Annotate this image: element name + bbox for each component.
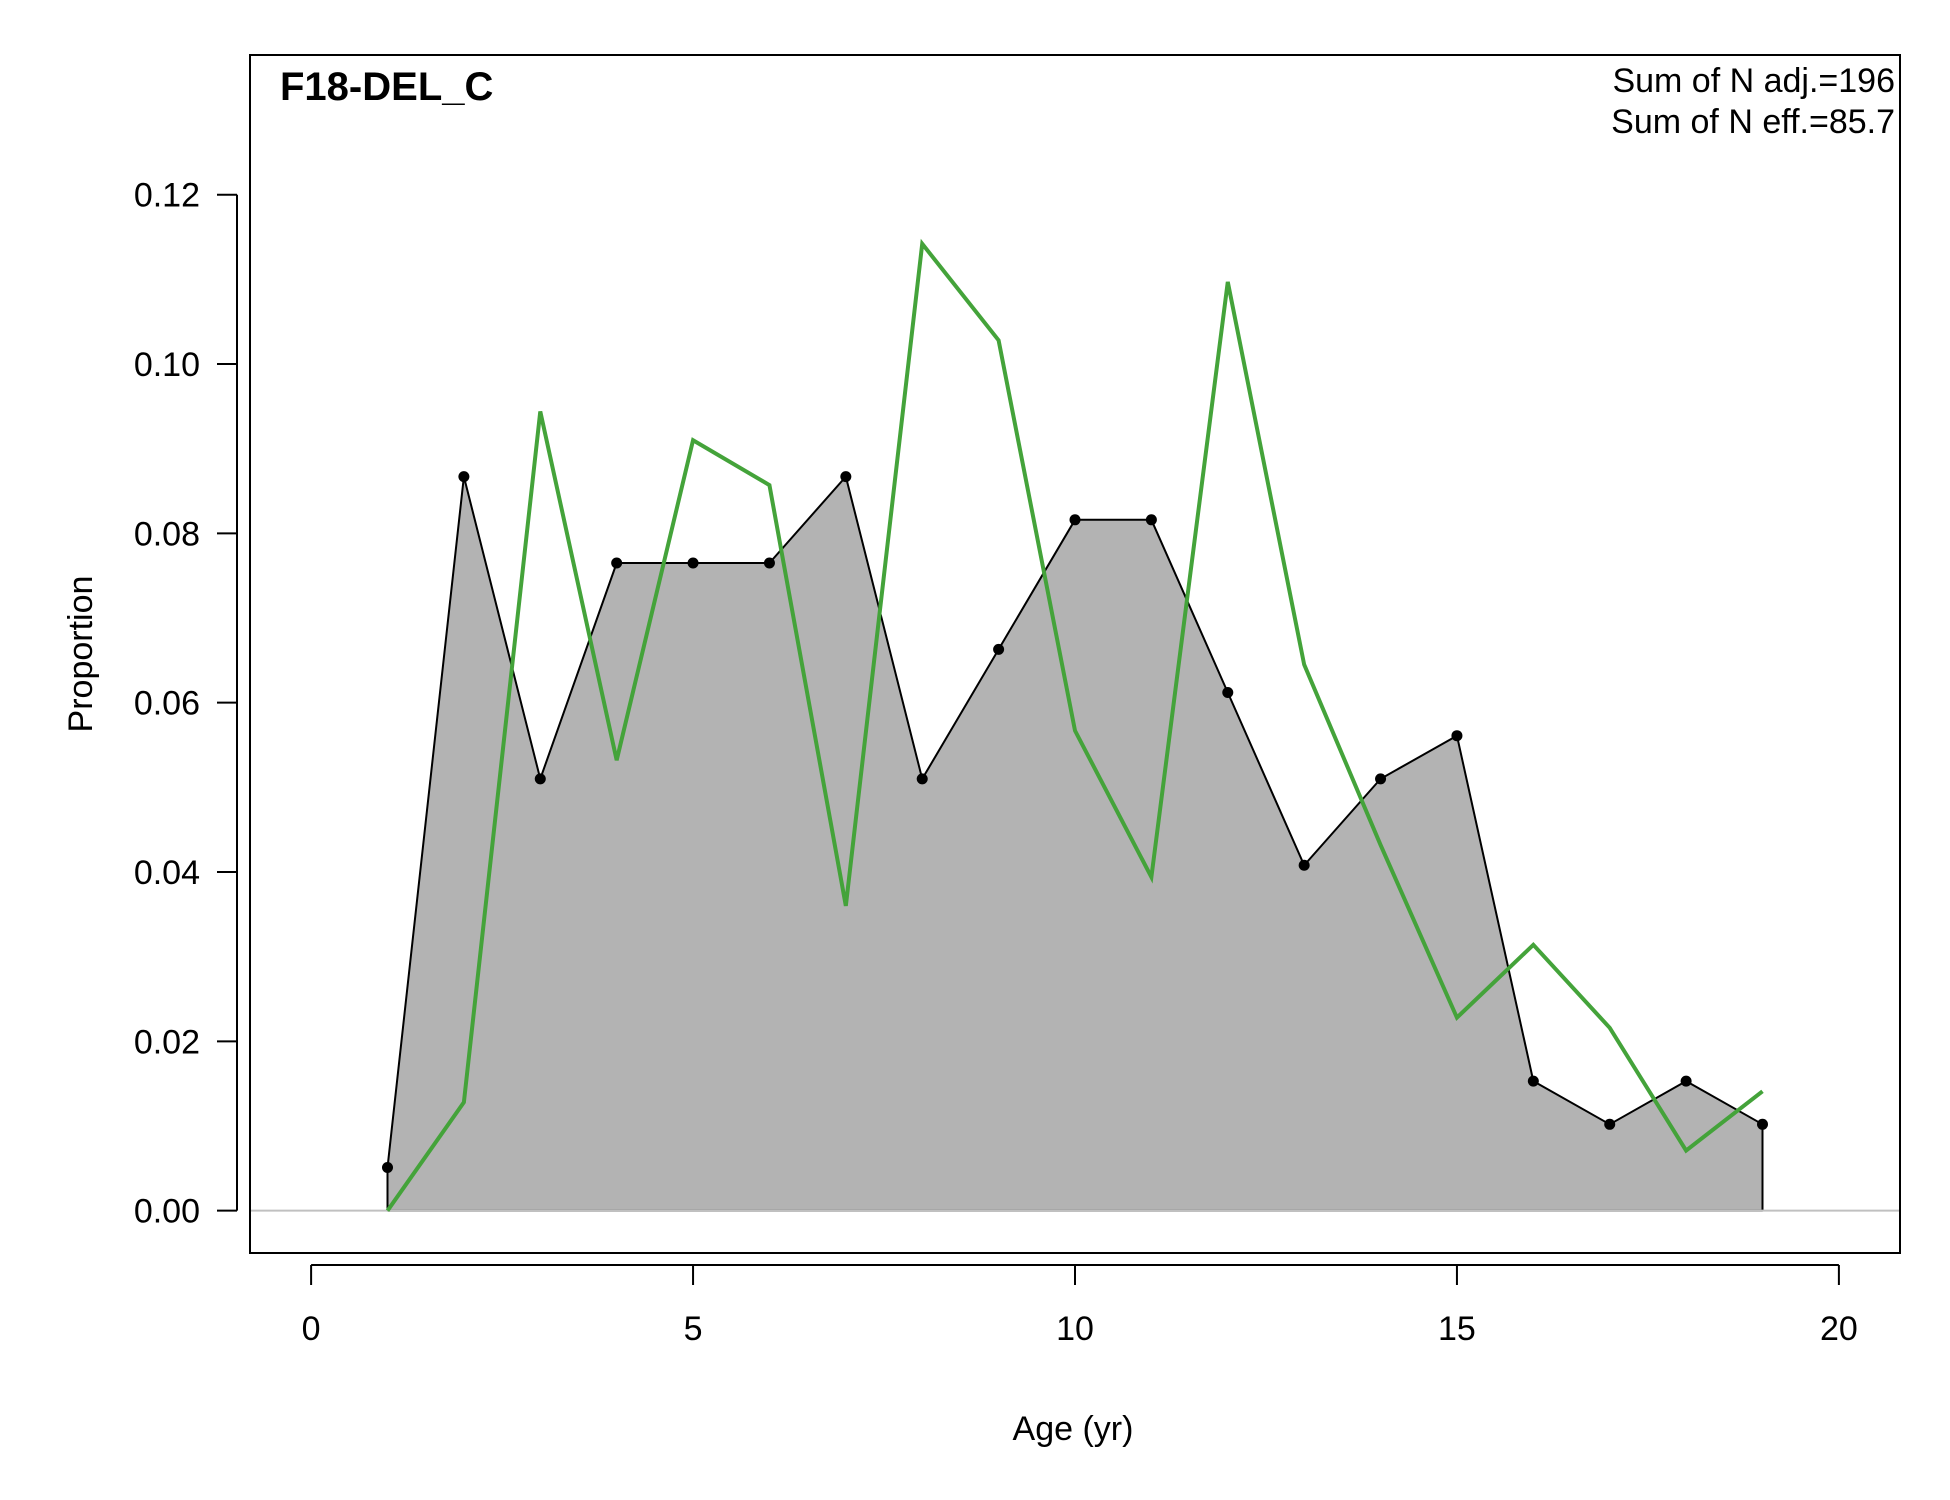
- panel-title: F18-DEL_C: [280, 65, 493, 109]
- observed-point: [1680, 1075, 1692, 1087]
- observed-point: [840, 471, 852, 483]
- observed-point: [916, 773, 928, 785]
- y-tick-label: 0.00: [134, 1193, 200, 1231]
- observed-point: [1069, 514, 1081, 526]
- observed-point: [1757, 1118, 1768, 1130]
- annotation-n-eff: Sum of N eff.=85.7: [1611, 103, 1895, 141]
- x-tick-label: 15: [1438, 1310, 1476, 1348]
- x-tick-label: 20: [1820, 1310, 1858, 1348]
- observed-point: [993, 643, 1005, 655]
- observed-point: [534, 773, 546, 785]
- observed-point: [1298, 859, 1310, 871]
- observed-point: [1451, 730, 1463, 742]
- axes: 0 5 10 15 20 0.00 0.02 0.04 0.06 0.08 0.10 0.12: [134, 177, 1858, 1348]
- observed-point: [687, 557, 699, 569]
- observed-point: [458, 471, 470, 483]
- x-tick-label: 5: [684, 1310, 703, 1348]
- y-tick-label: 0.10: [134, 346, 200, 384]
- y-tick-label: 0.08: [134, 515, 200, 553]
- y-tick-label: 0.06: [134, 685, 200, 723]
- y-axis-label: Proportion: [62, 576, 100, 733]
- y-tick-label: 0.02: [134, 1023, 200, 1061]
- plot-area: [250, 238, 1900, 1212]
- observed-point: [763, 557, 775, 569]
- y-tick-label: 0.12: [134, 177, 200, 215]
- observed-point: [1604, 1118, 1616, 1130]
- y-tick-label: 0.04: [134, 854, 200, 892]
- observed-point: [1145, 514, 1157, 526]
- x-axis-label: Age (yr): [1013, 1410, 1134, 1448]
- observed-point: [1375, 773, 1387, 785]
- x-tick-label: 0: [302, 1310, 321, 1348]
- expected-line: [385, 238, 1764, 1212]
- observed-point: [1222, 687, 1234, 699]
- x-tick-label: 10: [1056, 1310, 1094, 1348]
- plot-frame: [249, 54, 1901, 1254]
- observed-area: [386, 475, 1764, 1212]
- annotation-n-adj: Sum of N adj.=196: [1612, 62, 1895, 100]
- observed-point: [1527, 1075, 1539, 1087]
- observed-point: [382, 1161, 393, 1173]
- observed-point: [611, 557, 623, 569]
